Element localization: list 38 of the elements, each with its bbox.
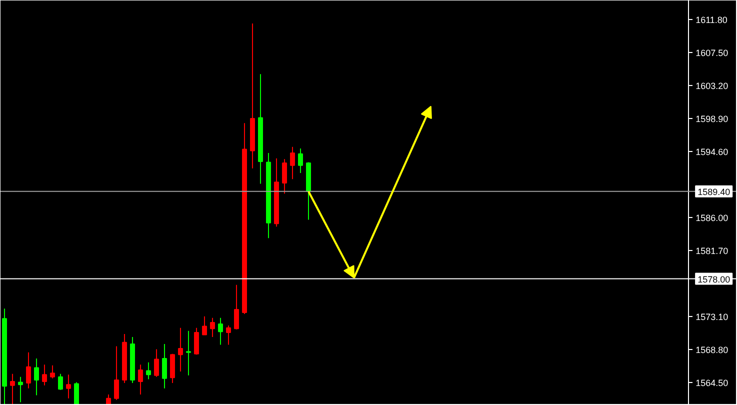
candlestick	[234, 284, 239, 330]
y-tick-label: 1598.90	[696, 114, 728, 124]
y-tick-label: 1607.50	[696, 48, 728, 58]
ref-line-label: 1589.40	[698, 186, 730, 197]
candlestick	[170, 353, 175, 384]
candlestick	[26, 352, 31, 389]
ref-line-label: 1578.00	[698, 274, 730, 284]
candlestick	[10, 373, 15, 404]
candlestick	[298, 148, 303, 174]
y-tick-label: 1594.60	[696, 147, 728, 158]
y-tick-label: 1611.80	[696, 15, 728, 26]
candlestick	[178, 327, 183, 372]
candlestick	[194, 327, 199, 356]
y-tick-label: 1603.20	[696, 81, 728, 92]
candlestick	[226, 325, 231, 346]
candlestick	[146, 362, 151, 380]
candlestick	[282, 158, 287, 194]
candlestick	[202, 316, 207, 336]
candlestick	[74, 382, 79, 404]
candlestick	[42, 364, 47, 386]
candlestick	[18, 376, 23, 403]
y-tick-label: 1581.70	[696, 246, 728, 256]
y-tick-label: 1568.80	[696, 344, 728, 355]
candlestick	[218, 317, 223, 346]
candlestick	[186, 330, 191, 376]
candlestick	[154, 348, 159, 378]
candlestick	[114, 346, 119, 400]
candlestick	[50, 364, 55, 379]
candlestick	[138, 364, 143, 396]
candlestick	[58, 373, 63, 390]
candlestick	[66, 374, 71, 399]
y-tick-label: 1586.00	[696, 212, 728, 223]
candlestick	[290, 146, 295, 180]
candlestick	[34, 358, 39, 396]
y-tick-label: 1564.50	[696, 378, 728, 388]
candlestick	[162, 343, 167, 389]
y-tick-label: 1573.10	[696, 312, 728, 322]
candlestick	[210, 317, 215, 338]
